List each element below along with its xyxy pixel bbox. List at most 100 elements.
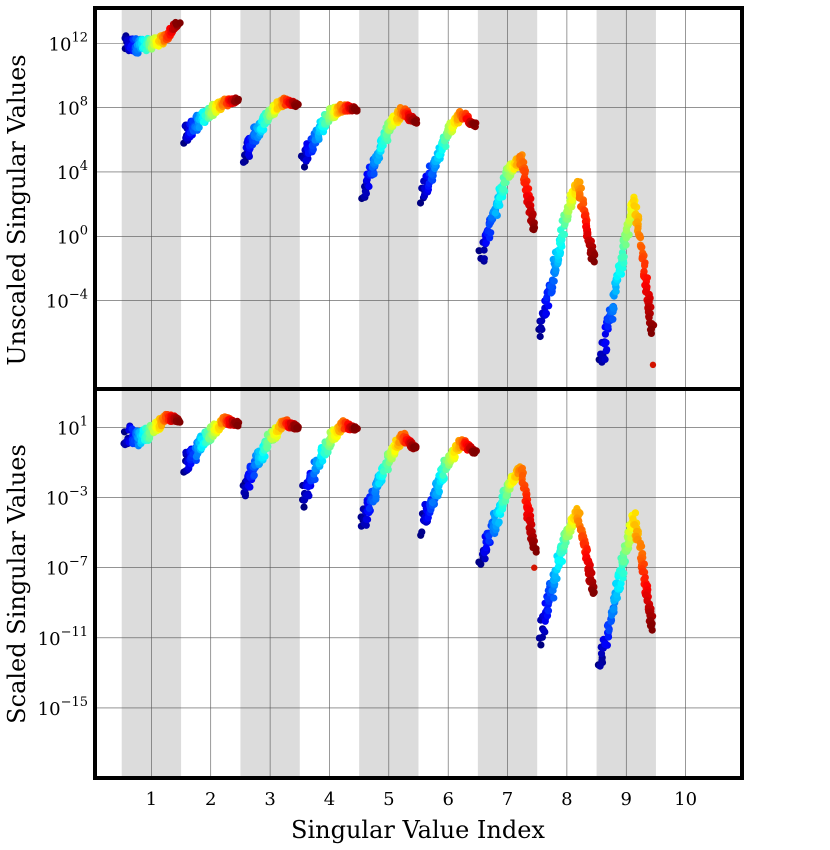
data-point: [538, 317, 546, 325]
data-point: [647, 329, 656, 337]
data-point: [365, 182, 373, 191]
series-8: [535, 504, 598, 649]
data-point: [638, 243, 646, 251]
data-point: [418, 528, 426, 536]
series-7: [475, 463, 540, 568]
data-point: [499, 185, 507, 193]
top-panel: 1012 108 104 100 10−4 Unscaled Singular Valu…: [3, 8, 742, 389]
data-point: [629, 196, 638, 204]
series-3: [239, 94, 302, 166]
data-point: [370, 170, 378, 178]
data-point: [234, 421, 242, 430]
y-tick-label: 10−15: [38, 695, 88, 720]
data-point: [550, 594, 558, 602]
data-point: [589, 589, 597, 598]
y-tick-label: 10−11: [38, 625, 88, 650]
data-point: [480, 246, 488, 254]
data-point: [602, 339, 610, 347]
data-point: [547, 289, 555, 297]
data-point: [603, 346, 611, 354]
data-point: [622, 241, 630, 249]
data-point: [416, 199, 425, 207]
bottom-plot-frame: [93, 387, 744, 780]
data-point: [604, 323, 612, 331]
data-point: [541, 617, 549, 625]
series-7: [475, 151, 539, 265]
y-tick-label: 10−3: [46, 485, 88, 510]
data-point: [435, 488, 443, 496]
data-point: [601, 355, 609, 363]
data-point: [532, 548, 540, 556]
data-point: [304, 483, 312, 491]
data-point: [620, 558, 628, 566]
data-point: [195, 123, 203, 132]
data-point: [442, 142, 450, 150]
data-point: [609, 303, 617, 311]
y-tick-label: 100: [57, 223, 88, 248]
data-point: [365, 504, 373, 512]
data-point: [590, 258, 598, 266]
bottom-y-axis-label: Scaled Singular Values: [3, 444, 31, 724]
y-tick-label: 10−7: [46, 555, 88, 580]
data-point: [610, 605, 618, 613]
x-tick-label: 3: [264, 789, 275, 810]
data-point: [176, 418, 184, 426]
x-ticks: 1 2 3 4 5 6 7 8 9 10: [146, 789, 697, 810]
data-point: [250, 471, 258, 479]
data-point: [605, 627, 613, 635]
series-1: [121, 18, 184, 57]
data-point: [477, 560, 485, 568]
data-point: [597, 650, 606, 658]
series-3: [239, 416, 302, 500]
series-9: [594, 509, 657, 670]
data-point: [495, 518, 503, 526]
data-point: [374, 157, 382, 165]
series-4: [297, 100, 361, 171]
series-9: [595, 193, 658, 366]
series-6: [417, 436, 480, 539]
x-axis-label: Singular Value Index: [291, 816, 545, 844]
data-point: [561, 542, 569, 550]
data-point: [410, 443, 418, 451]
x-tick-label: 1: [146, 789, 157, 810]
data-point: [540, 626, 548, 635]
x-tick-label: 7: [502, 789, 513, 810]
data-point: [631, 521, 639, 529]
data-point: [543, 293, 551, 302]
data-point: [491, 209, 499, 217]
x-tick-label: 10: [674, 789, 697, 810]
data-point: [558, 557, 567, 566]
top-grid: [95, 8, 742, 389]
x-tick-label: 4: [324, 789, 335, 810]
series-5: [358, 104, 421, 203]
data-point: [554, 563, 563, 571]
data-point: [234, 95, 242, 103]
bottom-scatter-points: [120, 410, 657, 670]
data-point: [176, 19, 184, 27]
data-point: [576, 178, 584, 186]
data-point: [500, 179, 508, 187]
data-point: [305, 492, 313, 500]
data-point: [641, 260, 649, 268]
y-tick-label: 104: [57, 159, 88, 184]
x-tick-label: 2: [205, 789, 216, 810]
series-1: [120, 410, 184, 450]
x-tick-label: 8: [561, 789, 572, 810]
data-point: [546, 282, 555, 290]
y-tick-label: 101: [57, 415, 88, 440]
data-point: [597, 350, 605, 358]
x-tick-label: 9: [621, 789, 632, 810]
data-point: [300, 163, 309, 171]
data-point: [634, 224, 642, 232]
outlier-point: [649, 361, 657, 369]
data-point: [631, 509, 640, 517]
data-point: [481, 555, 489, 563]
data-point: [542, 309, 550, 317]
data-point: [300, 503, 308, 511]
data-point: [302, 156, 310, 165]
top-y-axis-label: Unscaled Singular Values: [3, 54, 31, 365]
y-tick-label: 108: [57, 95, 88, 120]
data-point: [471, 449, 479, 457]
data-point: [292, 102, 300, 111]
y-tick-label: 1012: [49, 30, 88, 55]
